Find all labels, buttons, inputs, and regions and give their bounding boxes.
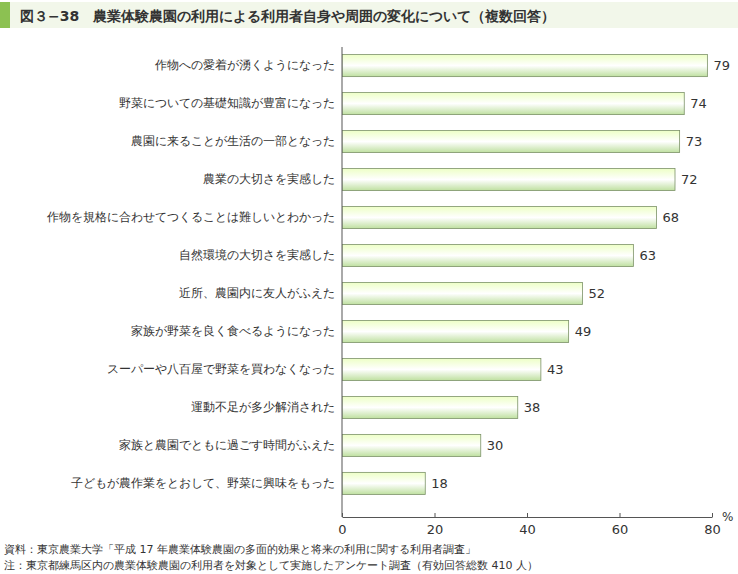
annotation: 資料：東京農業大学「平成 17 年農業体験農園の多面的効果と将来の利用に関する利… (4, 543, 476, 556)
category-label: 運動不足が多少解消された (191, 400, 335, 414)
data-label: 18 (431, 476, 448, 491)
category-label: 近所、農園内に友人がふえた (179, 286, 335, 300)
y-tick: 近所、農園内に友人がふえた (179, 286, 342, 300)
x-axis-title: % (722, 510, 733, 524)
bar (342, 434, 481, 456)
data-label: 72 (681, 172, 698, 187)
data-label: 74 (690, 96, 707, 111)
x-tick-line (342, 513, 343, 517)
x-tick: 0 (338, 513, 346, 537)
y-tick: 家族が野菜を良く食べるようになった (131, 324, 342, 338)
y-axis-line (342, 47, 343, 517)
y-axis: 作物への愛着が湧くようになった野菜についての基礎知識が豊富になった農園に来ること… (46, 58, 342, 490)
x-tick-line (527, 513, 528, 517)
y-tick: 農業の大切さを実感した (203, 172, 342, 186)
bar (342, 207, 657, 229)
title-marker (0, 2, 10, 28)
data-label: 79 (713, 58, 730, 73)
data-label: 49 (575, 324, 592, 339)
bar (342, 282, 583, 304)
x-tick-label: 40 (519, 522, 536, 537)
y-tick: 野菜についての基礎知識が豊富になった (119, 96, 342, 110)
category-label: 家族が野菜を良く食べるようになった (131, 324, 335, 338)
category-label: 家族と農園でともに過ごす時間がふえた (119, 438, 335, 452)
bar (342, 358, 541, 380)
data-label: 68 (663, 210, 680, 225)
y-tick: 運動不足が多少解消された (191, 400, 342, 414)
chart: 図３−38 農業体験農園の利用による利用者自身や周囲の変化について（複数回答） 7… (0, 0, 738, 574)
x-tick-line (712, 513, 713, 517)
bar (342, 244, 633, 266)
bar (342, 320, 569, 342)
data-label: 52 (589, 286, 606, 301)
category-label: 野菜についての基礎知識が豊富になった (119, 96, 335, 110)
category-label: 農業の大切さを実感した (203, 172, 335, 186)
bar (342, 55, 707, 77)
y-tick: 作物への愛着が湧くようになった (154, 58, 342, 72)
title-band (10, 2, 738, 28)
x-tick-label: 60 (612, 522, 629, 537)
x-tick-line (620, 513, 621, 517)
x-tick: 20 (427, 513, 444, 537)
x-axis-line (343, 517, 713, 518)
category-label: 作物を規格に合わせてつくることは難しいとわかった (46, 210, 335, 224)
x-tick-label: 80 (704, 522, 721, 537)
y-tick: 作物を規格に合わせてつくることは難しいとわかった (46, 210, 342, 224)
x-tick-line (435, 513, 436, 517)
category-label: 作物への愛着が湧くようになった (154, 58, 335, 72)
bar (342, 131, 680, 153)
category-label: 子どもが農作業をとおして、野菜に興味をもった (71, 476, 335, 490)
y-tick: 自然環境の大切さを実感した (179, 248, 342, 262)
x-tick-label: 0 (338, 522, 346, 537)
category-label: 自然環境の大切さを実感した (179, 248, 335, 262)
bar (342, 169, 675, 191)
bar (342, 472, 425, 494)
data-label: 63 (639, 248, 656, 263)
x-tick: 80 (704, 513, 721, 537)
y-tick: 子どもが農作業をとおして、野菜に興味をもった (71, 476, 342, 490)
x-axis: 0 20 40 60 80 (338, 513, 720, 537)
y-tick: スーパーや八百屋で野菜を買わなくなった (107, 362, 342, 376)
x-tick: 40 (519, 513, 536, 537)
data-label: 30 (487, 438, 504, 453)
y-tick: 農園に来ることが生活の一部となった (131, 134, 342, 148)
x-tick-label: 20 (427, 522, 444, 537)
bars (342, 55, 707, 495)
category-label: 農園に来ることが生活の一部となった (131, 134, 335, 148)
data-label: 38 (524, 400, 541, 415)
x-tick: 60 (612, 513, 629, 537)
bar (342, 93, 684, 115)
data-label: 43 (547, 362, 564, 377)
annotation: 注：東京都練馬区内の農業体験農園の利用者を対象として実施したアンケート調査（有効… (4, 559, 538, 572)
bar (342, 396, 518, 418)
category-label: スーパーや八百屋で野菜を買わなくなった (107, 362, 335, 376)
title: 図３−38 農業体験農園の利用による利用者自身や周囲の変化について（複数回答） (20, 8, 555, 24)
data-label: 73 (686, 134, 703, 149)
y-tick: 家族と農園でともに過ごす時間がふえた (119, 438, 342, 452)
